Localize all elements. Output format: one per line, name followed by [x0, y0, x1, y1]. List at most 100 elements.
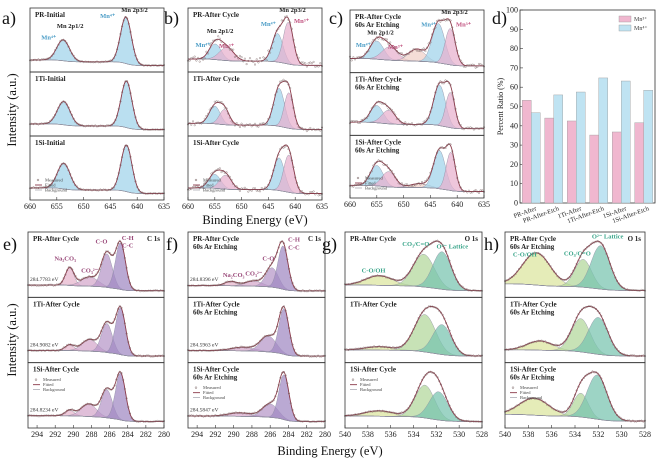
measured-point: [50, 283, 53, 286]
measured-point: [452, 158, 455, 161]
measured-point: [457, 55, 460, 58]
measured-point: [369, 110, 372, 113]
measured-point: [109, 188, 112, 191]
fitted-line: [350, 143, 484, 192]
measured-point: [365, 116, 368, 119]
legend-label: Mn⁴⁺: [634, 25, 648, 32]
legend-fitted-label: Fitted: [45, 183, 56, 188]
subplot-title: 60s Ar Etching: [355, 84, 400, 92]
measured-point: [540, 399, 543, 402]
measured-point: [65, 103, 68, 106]
measured-point: [574, 320, 577, 323]
measured-point: [195, 285, 198, 288]
measured-point: [125, 332, 128, 335]
measured-point: [277, 27, 280, 30]
measured-point: [246, 280, 249, 283]
measured-point: [123, 388, 126, 391]
measured-point: [119, 33, 122, 36]
measured-point: [154, 64, 157, 67]
measured-point: [370, 41, 373, 44]
x-tick-label: 635: [478, 200, 490, 209]
measured-point: [591, 370, 594, 373]
subplot-title: PR-After Cycle: [193, 235, 239, 243]
x-tick-label: 655: [51, 202, 63, 211]
subplot: 1Ti-After Cycle 284.9082 eV: [27, 296, 165, 364]
measured-point: [269, 116, 272, 119]
measured-point: [274, 93, 277, 96]
measured-point: [372, 164, 375, 167]
measured-point: [294, 176, 297, 179]
measured-point: [207, 112, 210, 115]
measured-point: [260, 408, 263, 411]
y-tick-label: 10: [510, 179, 518, 188]
legend-measured-marker: [194, 386, 198, 389]
measured-point: [235, 185, 238, 188]
measured-point: [414, 48, 417, 51]
measured-point: [229, 347, 232, 350]
measured-point: [200, 57, 203, 60]
measured-point: [118, 370, 121, 373]
y-tick-label: 90: [510, 25, 518, 34]
measured-point: [253, 187, 256, 190]
peak-annotation: Mn³⁺: [219, 43, 235, 50]
measured-point: [193, 124, 196, 127]
measured-point: [382, 163, 385, 166]
measured-point: [276, 251, 279, 254]
measured-point: [462, 353, 465, 356]
measured-point: [377, 100, 380, 103]
measured-point: [453, 413, 456, 416]
measured-point: [570, 328, 573, 331]
measured-point: [448, 404, 451, 407]
bar-mn4: [553, 94, 563, 204]
measured-point: [131, 39, 134, 42]
measured-point: [223, 171, 226, 174]
measured-point: [219, 413, 222, 416]
measured-point: [414, 324, 417, 327]
measured-point: [277, 318, 280, 321]
measured-point: [307, 62, 310, 65]
measured-point: [630, 420, 633, 423]
measured-point: [231, 280, 234, 283]
measured-point: [577, 259, 580, 262]
measured-point: [350, 119, 353, 122]
background-line: [188, 350, 325, 357]
measured-point: [250, 280, 253, 283]
measured-point: [451, 91, 454, 94]
measured-point: [575, 262, 578, 265]
measured-point: [272, 259, 275, 262]
measured-point: [602, 244, 605, 247]
measured-point: [434, 306, 437, 309]
measured-point: [586, 305, 589, 308]
x-tick-label: 660: [182, 202, 194, 211]
measured-point: [518, 268, 521, 271]
measured-point: [228, 348, 231, 351]
measured-point: [405, 123, 408, 126]
subplot-title: 1Ti-After Cycle: [355, 76, 402, 84]
measured-point: [125, 266, 128, 269]
measured-point: [364, 346, 367, 349]
measured-point: [532, 252, 535, 255]
peak-annotation: CO₃/C=O: [564, 250, 591, 257]
measured-point: [282, 305, 285, 308]
measured-point: [399, 183, 402, 186]
measured-point: [577, 313, 580, 316]
measured-point: [35, 122, 38, 125]
measured-point: [616, 348, 619, 351]
measured-point: [405, 408, 408, 411]
measured-point: [392, 45, 395, 48]
measured-point: [633, 420, 636, 423]
measured-point: [55, 46, 58, 49]
legend-measured-label: Measured: [203, 178, 221, 183]
measured-point: [127, 148, 130, 151]
measured-point: [451, 150, 454, 153]
measured-point: [121, 25, 124, 28]
background-line: [30, 123, 164, 130]
measured-point: [445, 250, 448, 253]
measured-point: [269, 264, 272, 267]
measured-point: [549, 265, 552, 268]
measured-point: [441, 19, 444, 22]
measured-point: [260, 338, 263, 341]
subplot-title: 1Si-After Cycle: [510, 366, 556, 374]
